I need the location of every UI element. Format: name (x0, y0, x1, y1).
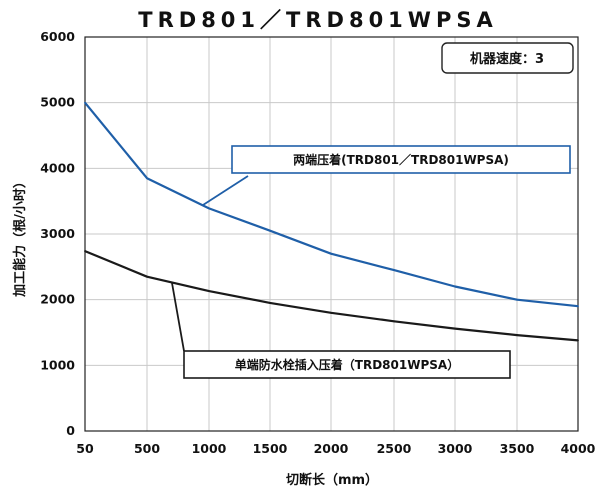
x-tick-label: 50 (76, 441, 94, 456)
x-tick-label: 3500 (500, 441, 535, 456)
series-2-point (393, 320, 395, 323)
series-1-point (208, 207, 210, 210)
series-1-point (84, 101, 86, 104)
y-tick-label: 3000 (40, 226, 75, 241)
y-axis-label: 加工能力（根/小时） (12, 175, 28, 298)
series-1-point (516, 298, 518, 301)
chart-title: TRD801／TRD801WPSA (138, 8, 497, 32)
x-axis-label: 切断长（mm） (286, 472, 378, 488)
series-2-point (146, 275, 148, 278)
series-1-point (146, 177, 148, 180)
speed-note: 机器速度：3 (470, 51, 544, 67)
series-2-point (516, 334, 518, 337)
series-1-point (454, 285, 456, 288)
series-2-point (454, 327, 456, 330)
series-1-label: 两端压着(TRD801／TRD801WPSA) (293, 152, 509, 167)
series-1-point (393, 269, 395, 272)
y-tick-label: 4000 (40, 160, 75, 175)
y-tick-label: 0 (66, 423, 75, 438)
series-2-label: 单端防水栓插入压着（TRD801WPSA） (235, 357, 459, 372)
y-tick-label: 2000 (40, 292, 75, 307)
y-tick-label: 6000 (40, 29, 75, 44)
series-1-point (330, 252, 332, 255)
x-tick-label: 1000 (192, 441, 227, 456)
x-axis-ticks: 50 500 1000 1500 2000 2500 3000 3500 4000 (76, 441, 595, 456)
series-2-point (269, 302, 271, 304)
series-2-point (84, 250, 86, 252)
series-1-point (577, 305, 579, 308)
y-axis-ticks: 0 1000 2000 3000 4000 5000 6000 (40, 29, 75, 438)
x-tick-label: 500 (134, 441, 160, 456)
x-tick-label: 2500 (377, 441, 412, 456)
y-tick-label: 1000 (40, 357, 75, 372)
x-tick-label: 1500 (253, 441, 288, 456)
x-tick-label: 4000 (561, 441, 596, 456)
x-tick-label: 2000 (314, 441, 349, 456)
series-1-point (269, 229, 271, 232)
plot-frame (84, 36, 579, 432)
speed-note-box: 机器速度：3 (441, 42, 574, 74)
series-2-callout: 单端防水栓插入压着（TRD801WPSA） (171, 282, 511, 379)
series-1-callout: 两端压着(TRD801／TRD801WPSA) (202, 145, 571, 206)
x-tick-label: 3000 (438, 441, 473, 456)
series-2-point (330, 311, 332, 314)
series-2-point (208, 290, 210, 293)
series-2-point (577, 339, 579, 342)
grid (85, 37, 578, 431)
y-tick-label: 5000 (40, 95, 75, 110)
series-layer (84, 101, 579, 342)
